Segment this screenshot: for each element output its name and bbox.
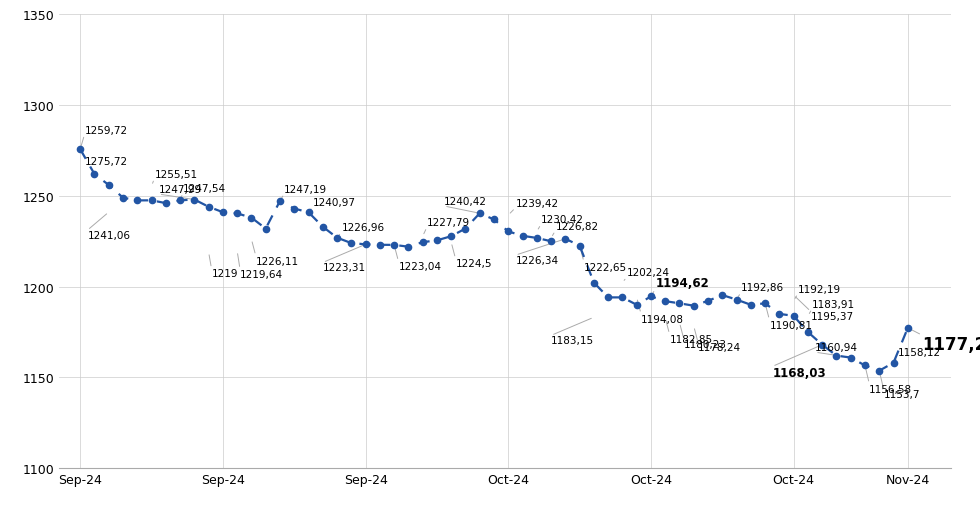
Text: 1158,12: 1158,12 [898, 348, 941, 357]
Text: 1202,24: 1202,24 [626, 268, 669, 277]
Text: 1192,86: 1192,86 [741, 283, 784, 293]
Text: 1226,82: 1226,82 [556, 221, 599, 231]
Text: 1195,37: 1195,37 [810, 312, 854, 322]
Text: 1168,03: 1168,03 [772, 367, 826, 380]
Text: 1240,42: 1240,42 [444, 196, 487, 207]
Text: 1178,24: 1178,24 [698, 343, 741, 353]
Text: 1223,31: 1223,31 [322, 263, 366, 273]
Text: 1183,15: 1183,15 [551, 336, 594, 346]
Text: 1255,51: 1255,51 [155, 169, 198, 179]
Text: 1153,7: 1153,7 [884, 389, 920, 399]
Text: 1226,34: 1226,34 [515, 256, 559, 266]
Text: 1222,65: 1222,65 [584, 262, 627, 272]
Text: 1226,11: 1226,11 [256, 256, 299, 266]
Text: 1194,08: 1194,08 [641, 314, 684, 324]
Text: 1194,62: 1194,62 [656, 276, 709, 290]
Text: 1247,19: 1247,19 [284, 184, 327, 194]
Text: 1241,06: 1241,06 [87, 231, 130, 241]
Text: 1226,96: 1226,96 [341, 223, 384, 233]
Text: 1223,04: 1223,04 [399, 262, 441, 272]
Text: 1240,97: 1240,97 [313, 197, 356, 207]
Text: 1247,54: 1247,54 [183, 184, 226, 194]
Text: 1182,85: 1182,85 [669, 334, 712, 345]
Text: 1183,91: 1183,91 [812, 299, 856, 309]
Text: 1227,79: 1227,79 [427, 218, 470, 228]
Text: 1247,99: 1247,99 [159, 185, 202, 194]
Text: 1275,72: 1275,72 [84, 157, 127, 167]
Text: 1177,29: 1177,29 [922, 335, 980, 353]
Text: 1224,5: 1224,5 [456, 259, 492, 269]
Text: 1219: 1219 [212, 269, 238, 279]
Text: 1156,58: 1156,58 [869, 384, 912, 394]
Text: 1180,23: 1180,23 [684, 339, 727, 349]
Text: 1192,19: 1192,19 [798, 284, 841, 294]
Text: 1230,42: 1230,42 [541, 215, 584, 224]
Text: 1160,94: 1160,94 [815, 343, 858, 352]
Text: 1239,42: 1239,42 [515, 199, 559, 208]
Text: 1219,64: 1219,64 [240, 270, 283, 279]
Text: 1190,81: 1190,81 [769, 320, 812, 330]
Text: 1259,72: 1259,72 [84, 125, 127, 135]
